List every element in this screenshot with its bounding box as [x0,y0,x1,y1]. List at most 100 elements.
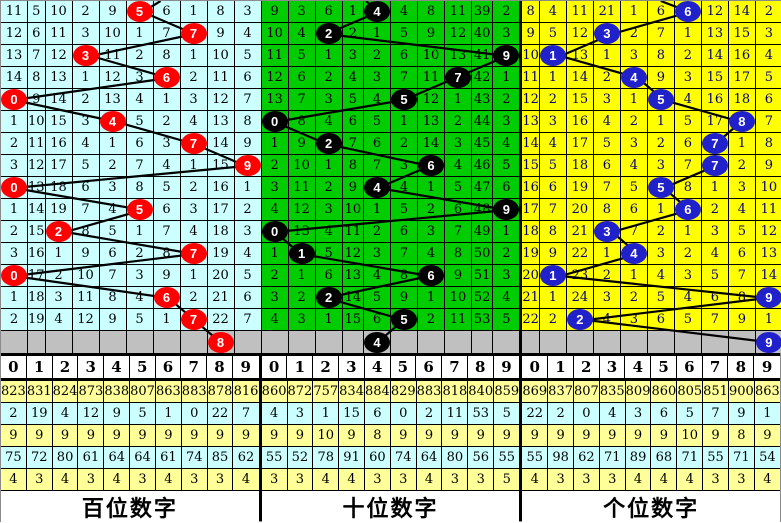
stats-cell: 863 [155,381,182,403]
grid-cell: 1 [1,199,28,221]
stats-cell: 860 [261,381,288,403]
grid-cell: 8 [755,133,781,155]
stats-cell: 53 [468,403,495,425]
grid-cell: 4 [342,67,364,89]
grid-cell: 1 [539,45,567,67]
grid-cell: 9 [418,23,445,45]
grid-cell: 8 [99,287,127,309]
grid-cell: 2 [647,221,675,243]
grid-cell: 11 [566,1,594,23]
grid-cell: 8 [418,1,445,23]
grid-cell: 11 [445,309,472,331]
grid-cell: 41 [472,45,494,67]
grid-cell: 48 [472,199,494,221]
stats-cell: 2 [416,403,443,425]
grid-cell: 3 [99,177,127,199]
grid-cell: 3 [126,265,154,287]
stats-cell: 74 [181,447,208,469]
stats-cell: 837 [548,381,574,403]
grid-cell: 3 [593,287,621,309]
grid-cell: 1 [539,67,567,89]
grid-cell: 1 [364,23,391,45]
grid-cell: 7 [153,23,181,45]
grid-cell: 6 [674,133,702,155]
stats-cell: 9 [155,425,182,447]
grid-cell: 0 [1,177,28,199]
grid-cell: 9 [261,1,289,23]
grid-cell: 4 [364,177,391,199]
grid-cell: 4 [391,177,418,199]
grid-cell: 5 [315,243,343,265]
grid-cell: 1 [342,1,364,23]
stats-cell: 9 [522,425,549,447]
grid-cell: 2 [315,67,343,89]
grid-cell: 2 [315,177,343,199]
grid-cell: 4 [261,309,289,331]
stats-cell: 72 [26,447,53,469]
stats-cell: 8 [364,425,391,447]
grid-cell: 19 [522,243,540,265]
grid-cell: 8 [728,111,756,133]
grid-cell: 10 [261,23,289,45]
grid-cell: 10 [522,45,540,67]
grid-cell: 8 [234,111,261,133]
grid-cell: 7 [539,199,567,221]
stats-cell: 7 [233,403,259,425]
stats-cell: 4 [52,403,79,425]
column-header-cell: 2 [574,356,600,378]
stats-cell: 9 [754,425,781,447]
stats-cell: 22 [522,403,549,425]
grid-cell: 3 [288,309,316,331]
drawn-number-ball: 5 [391,309,417,330]
grid-cell: 0 [1,265,28,287]
column-header-cell: 8 [207,356,233,378]
grid-cell: 9 [755,287,781,309]
pending-row-cell [522,331,540,353]
stats-cell: 9 [574,425,600,447]
drawn-number-ball: 7 [701,155,728,176]
stats-cell: 757 [313,381,340,403]
next-hint-ball: 9 [755,331,781,353]
stats-cell: 4 [416,469,443,491]
stats-cell: 4 [522,469,549,491]
stats-cell: 5 [494,403,520,425]
stats-cell: 829 [390,381,417,403]
grid-cell: 5 [755,67,781,89]
grid-cell: 5 [493,155,520,177]
stats-cell: 851 [703,381,729,403]
grid-cell: 4 [315,221,343,243]
grid-cell: 1 [620,89,648,111]
stats-cell: 4 [754,469,781,491]
grid-cell: 21 [593,1,621,23]
stats-cell: 809 [625,381,652,403]
grid-cell: 18 [522,221,540,243]
grid-cell: 3 [620,309,648,331]
grid-cell: 2 [1,221,28,243]
grid-cell: 4 [126,287,154,309]
stats-cell: 60 [364,447,391,469]
pending-row-cell [153,331,181,353]
grid-cell: 2 [493,89,520,111]
grid-cell: 1 [620,1,648,23]
column-header-cell: 8 [728,356,755,378]
grid-cell: 7 [391,243,418,265]
drawn-number-ball: 3 [593,221,620,242]
stats-cell: 0 [574,403,600,425]
column-header-cell: 3 [600,356,626,378]
stats-cell: 3 [207,469,234,491]
grid-cell: 15 [728,23,756,45]
grid-cell: 1 [418,177,445,199]
drawn-number-ball: 0 [1,177,27,198]
grid-cell: 7 [153,221,181,243]
grid-cell: 3 [728,177,756,199]
grid-cell: 1 [126,23,154,45]
grid-cell: 3 [234,1,261,23]
grid-cell: 12 [342,243,364,265]
pending-row-cell [674,331,702,353]
column-header-cell: 5 [130,356,156,378]
grid-cell: 7 [126,155,154,177]
grid-cell: 14 [418,133,445,155]
grid-cell: 15 [342,309,364,331]
grid-cell: 12 [566,23,594,45]
grid-cell: 4 [99,199,127,221]
